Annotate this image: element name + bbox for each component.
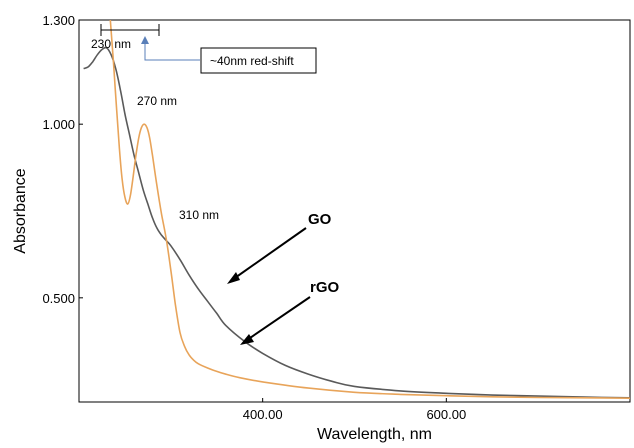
axes: 0.500 1.000 1.300 400.00 600.00 Wavelength, n… bbox=[12, 13, 631, 443]
go-arrow bbox=[231, 227, 307, 281]
redshift-label: ~40nm red-shift bbox=[210, 54, 294, 68]
x-tick-label: 400.00 bbox=[243, 407, 283, 422]
rgo-arrow bbox=[246, 296, 311, 341]
go-arrowhead bbox=[227, 272, 240, 284]
series-group bbox=[83, 20, 630, 399]
redshift-arrowhead bbox=[141, 36, 149, 44]
rgo-arrowhead bbox=[240, 334, 254, 345]
y-tick-label: 1.000 bbox=[42, 117, 75, 132]
annotation-310nm: 310 nm bbox=[179, 208, 219, 222]
go-label: GO bbox=[308, 211, 332, 228]
x-axis-title: Wavelength, nm bbox=[317, 426, 432, 443]
annotation-270nm: 270 nm bbox=[137, 94, 177, 108]
series-line-go bbox=[83, 46, 630, 399]
series-line-rgo bbox=[109, 20, 630, 399]
plot-frame bbox=[78, 19, 631, 403]
y-axis-title: Absorbance bbox=[12, 168, 29, 253]
rgo-label: rGO bbox=[310, 279, 340, 296]
redshift-box bbox=[200, 47, 317, 74]
annotations-group: 230 nm 270 nm 310 nm ~40nm red-shift GO rGO bbox=[91, 24, 340, 345]
y-tick-label: 1.300 bbox=[42, 13, 75, 28]
y-tick-label: 0.500 bbox=[42, 291, 75, 306]
x-tick-label: 600.00 bbox=[426, 407, 466, 422]
annotation-230nm: 230 nm bbox=[91, 37, 131, 51]
redshift-arrow bbox=[144, 42, 200, 61]
